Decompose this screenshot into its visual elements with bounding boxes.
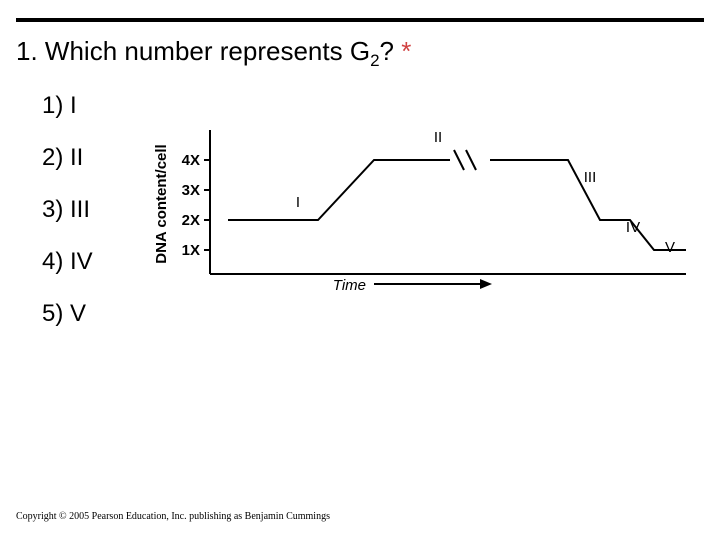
question-subscript: 2	[370, 51, 379, 70]
svg-text:2X: 2X	[182, 212, 200, 229]
svg-text:3X: 3X	[182, 182, 200, 199]
option-3-num: 3)	[42, 196, 63, 223]
option-4[interactable]: 4) IV	[42, 248, 93, 276]
answer-options: 1) I 2) II 3) III 4) IV 5) V	[42, 92, 93, 352]
top-rule	[16, 18, 704, 22]
option-1-num: 1)	[42, 92, 63, 119]
svg-text:DNA content/cell: DNA content/cell	[153, 144, 170, 263]
svg-text:II: II	[434, 129, 442, 146]
copyright-text: Copyright © 2005 Pearson Education, Inc.…	[16, 511, 330, 522]
svg-text:IV: IV	[626, 219, 640, 236]
svg-text:V: V	[665, 239, 675, 256]
option-2-num: 2)	[42, 144, 63, 171]
svg-text:Time: Time	[333, 277, 366, 294]
required-asterisk: *	[401, 36, 411, 66]
option-5-label: V	[70, 300, 86, 327]
option-1-label: I	[70, 92, 77, 119]
option-2[interactable]: 2) II	[42, 144, 93, 172]
svg-text:4X: 4X	[182, 152, 200, 169]
option-4-label: IV	[70, 248, 93, 275]
option-1[interactable]: 1) I	[42, 92, 93, 120]
option-5[interactable]: 5) V	[42, 300, 93, 328]
option-5-num: 5)	[42, 300, 63, 327]
question-text: 1. Which number represents G2? *	[16, 36, 411, 71]
option-4-num: 4)	[42, 248, 63, 275]
option-2-label: II	[70, 144, 83, 171]
question-number: 1.	[16, 36, 38, 66]
option-3-label: III	[70, 196, 90, 223]
question-body: Which number represents G	[45, 36, 370, 66]
option-3[interactable]: 3) III	[42, 196, 93, 224]
question-after: ?	[380, 36, 394, 66]
svg-text:III: III	[584, 169, 597, 186]
dna-chart: 1X2X3X4XDNA content/cellIIIIIIIVVTime	[150, 84, 690, 304]
svg-text:1X: 1X	[182, 242, 200, 259]
svg-text:I: I	[296, 194, 300, 211]
